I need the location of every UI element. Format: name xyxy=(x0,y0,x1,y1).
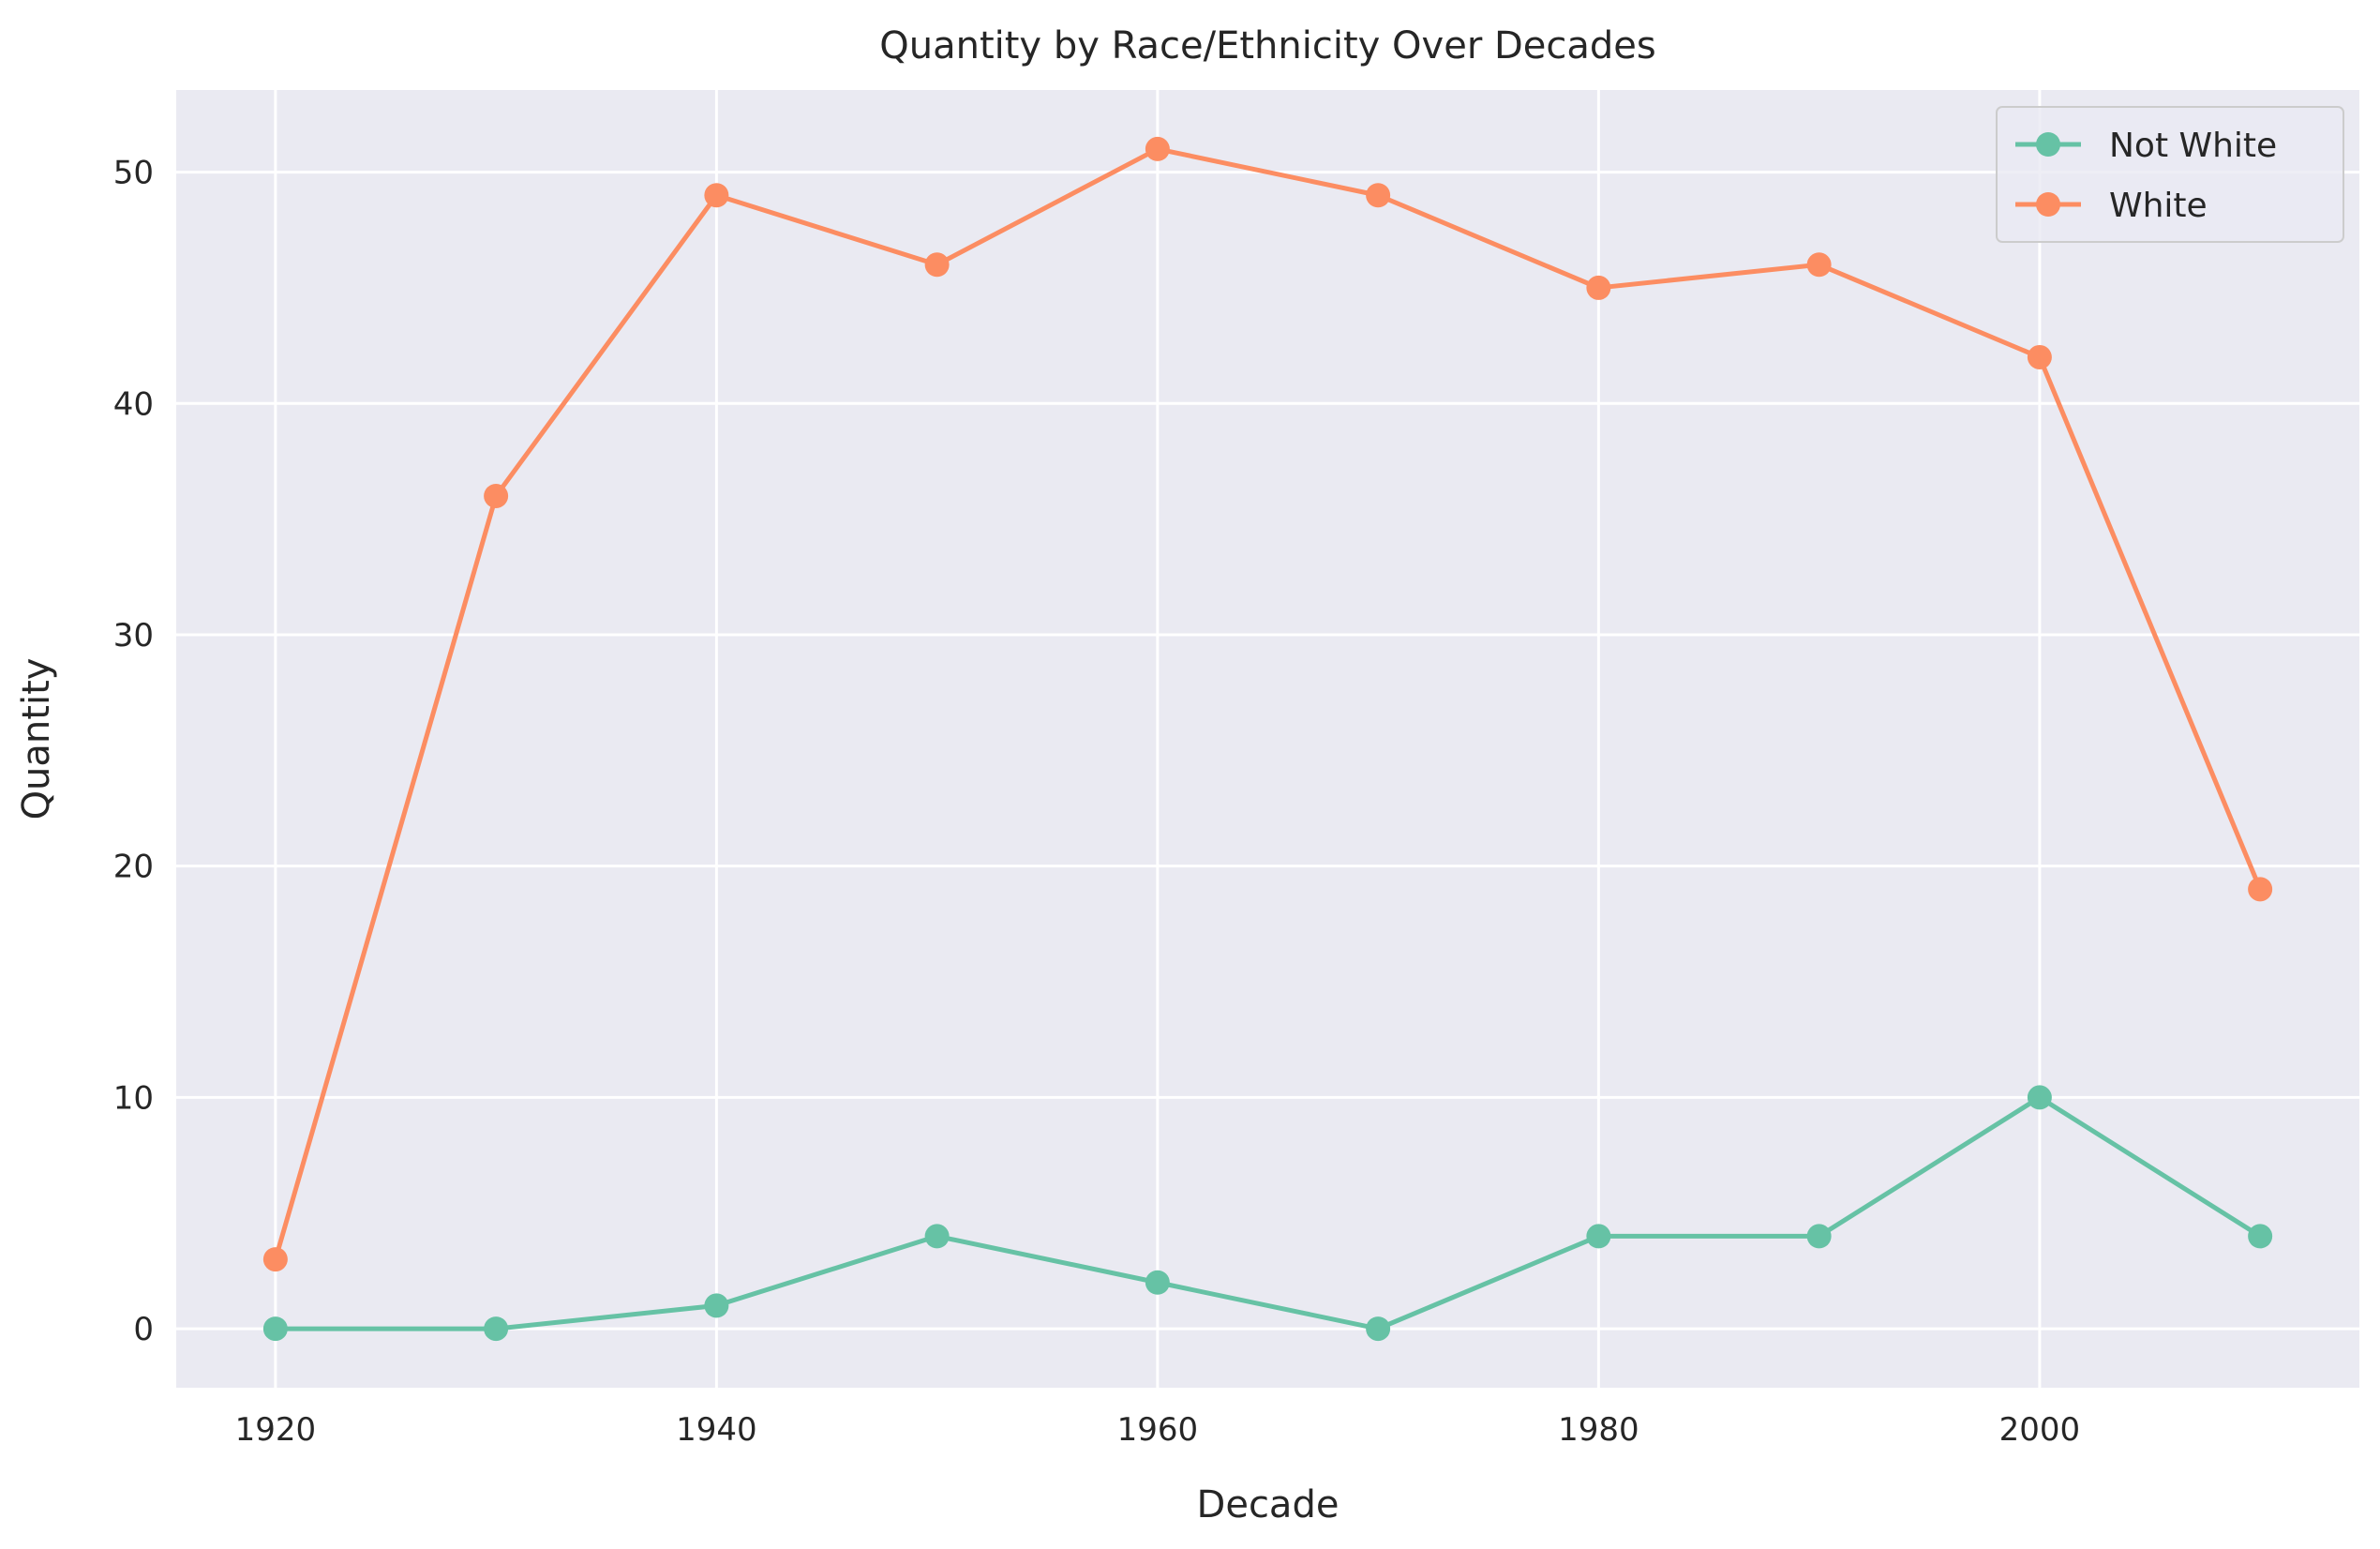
x-tick-label: 1980 xyxy=(1558,1411,1639,1449)
x-tick-label: 2000 xyxy=(1999,1411,2081,1449)
data-point-white xyxy=(704,183,729,208)
series-lines xyxy=(262,136,2273,1342)
legend: Not White White xyxy=(1996,106,2344,243)
data-point-white xyxy=(262,1247,288,1272)
chart-title: Quantity by Race/Ethnicity Over Decades xyxy=(879,24,1655,68)
series-white xyxy=(262,136,2273,1272)
x-tick-label: 1920 xyxy=(235,1411,317,1449)
x-tick-label: 1940 xyxy=(676,1411,757,1449)
legend-item-white: White xyxy=(2015,187,2208,225)
y-tick-label: 0 xyxy=(133,1311,154,1348)
legend-marker-not-white xyxy=(2036,132,2060,157)
data-point-white xyxy=(2027,344,2052,369)
x-tick-labels: 1920 1940 1960 1980 2000 xyxy=(235,1411,2081,1449)
data-point-not-white xyxy=(704,1293,729,1318)
data-point-not-white xyxy=(2248,1224,2273,1249)
data-point-not-white xyxy=(1366,1316,1391,1342)
legend-marker-white xyxy=(2036,192,2060,217)
data-point-white xyxy=(484,483,509,508)
data-point-not-white xyxy=(1806,1224,1832,1249)
y-tick-labels: 0 10 20 30 40 50 xyxy=(113,155,154,1349)
data-point-not-white xyxy=(262,1316,288,1342)
y-tick-label: 40 xyxy=(113,385,154,423)
plot-area xyxy=(176,90,2359,1388)
data-point-not-white xyxy=(2027,1085,2052,1110)
legend-box xyxy=(1996,106,2344,243)
series-line-not-white xyxy=(275,1094,2262,1331)
data-point-white xyxy=(2248,877,2273,902)
y-tick-label: 30 xyxy=(113,617,154,654)
y-tick-label: 20 xyxy=(113,849,154,886)
y-axis-title: Quantity xyxy=(15,658,58,820)
data-point-not-white xyxy=(1145,1270,1170,1295)
data-point-not-white xyxy=(1586,1224,1611,1249)
x-tick-label: 1960 xyxy=(1117,1411,1199,1449)
y-tick-label: 50 xyxy=(113,155,154,192)
data-point-white xyxy=(1586,275,1611,300)
data-point-not-white xyxy=(924,1224,950,1249)
series-not-white xyxy=(262,1085,2273,1342)
legend-item-not-white: Not White xyxy=(2015,127,2277,165)
series-line-white xyxy=(273,146,2263,1260)
data-point-white xyxy=(1806,252,1832,278)
legend-label-not-white: Not White xyxy=(2109,127,2277,165)
data-point-white xyxy=(924,252,950,278)
y-tick-label: 10 xyxy=(113,1079,154,1117)
data-point-white xyxy=(1145,136,1170,161)
data-point-not-white xyxy=(484,1316,509,1342)
data-point-white xyxy=(1366,183,1391,208)
legend-label-white: White xyxy=(2109,187,2208,225)
x-axis-title: Decade xyxy=(1197,1483,1340,1526)
